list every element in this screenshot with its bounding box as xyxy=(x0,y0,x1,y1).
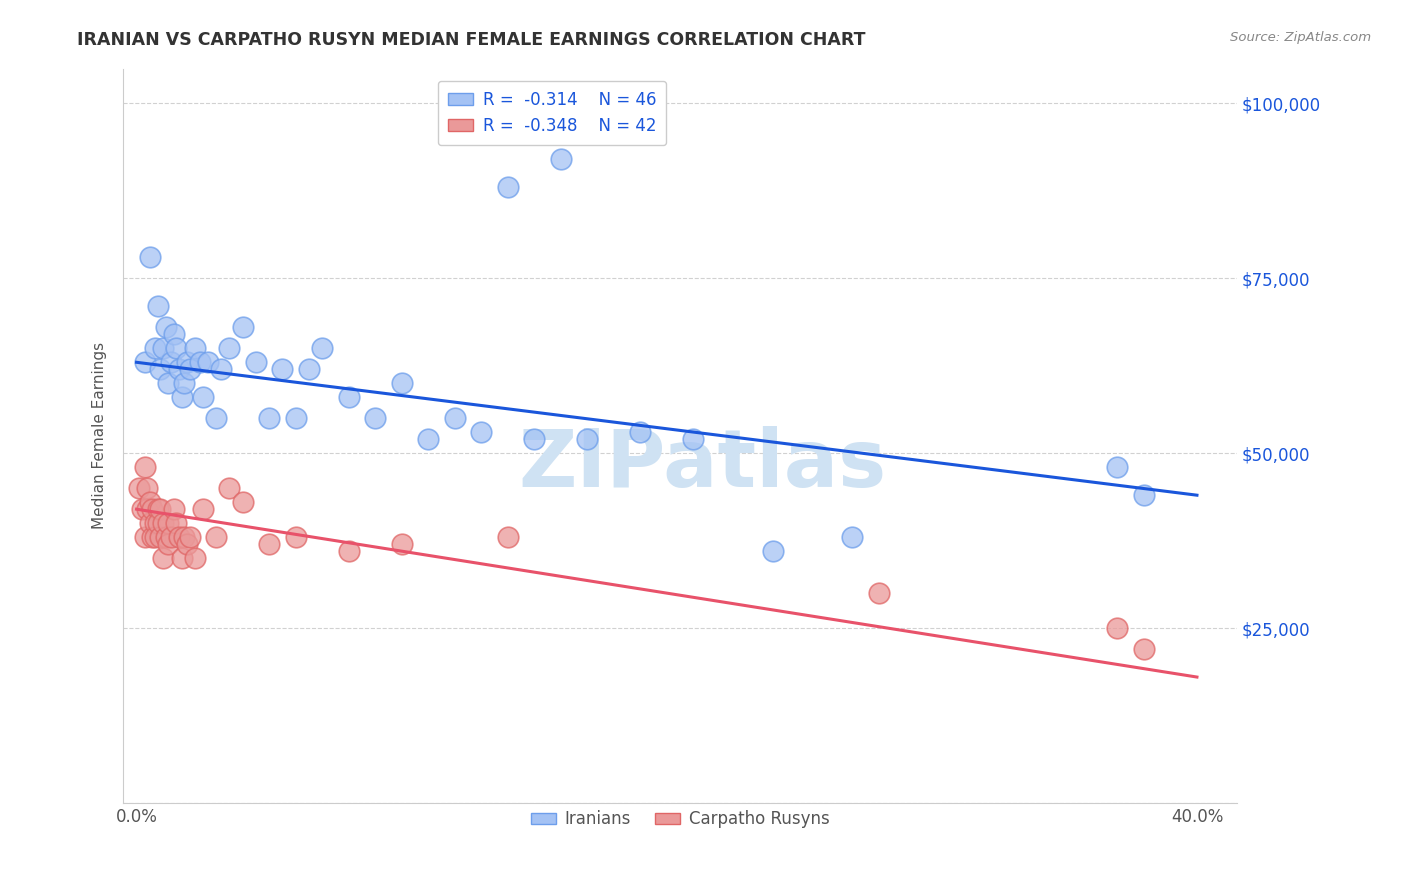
Point xyxy=(218,341,240,355)
Point xyxy=(1107,460,1129,475)
Point xyxy=(682,432,704,446)
Point xyxy=(364,411,387,425)
Point xyxy=(209,362,232,376)
Point xyxy=(170,390,193,404)
Point xyxy=(173,376,195,391)
Point xyxy=(176,537,198,551)
Point xyxy=(163,502,186,516)
Point xyxy=(146,502,169,516)
Point xyxy=(167,362,190,376)
Point xyxy=(245,355,267,369)
Point xyxy=(496,180,519,194)
Point xyxy=(576,432,599,446)
Point xyxy=(1133,488,1156,502)
Point xyxy=(152,551,174,566)
Point xyxy=(271,362,294,376)
Point xyxy=(197,355,219,369)
Point xyxy=(1107,621,1129,635)
Point xyxy=(152,341,174,355)
Point xyxy=(179,530,201,544)
Point xyxy=(128,481,150,495)
Point xyxy=(173,530,195,544)
Point xyxy=(470,425,492,440)
Point xyxy=(143,341,166,355)
Point xyxy=(232,320,254,334)
Point xyxy=(141,530,163,544)
Point xyxy=(184,341,207,355)
Point xyxy=(136,502,159,516)
Point xyxy=(131,502,153,516)
Point xyxy=(179,362,201,376)
Point xyxy=(170,551,193,566)
Point xyxy=(160,530,183,544)
Point xyxy=(139,251,162,265)
Point xyxy=(550,153,572,167)
Y-axis label: Median Female Earnings: Median Female Earnings xyxy=(93,343,107,529)
Point xyxy=(157,516,180,531)
Point xyxy=(152,516,174,531)
Point xyxy=(391,537,413,551)
Point xyxy=(418,432,440,446)
Point xyxy=(191,502,214,516)
Point xyxy=(149,502,172,516)
Point xyxy=(160,355,183,369)
Point xyxy=(496,530,519,544)
Point xyxy=(146,516,169,531)
Point xyxy=(841,530,863,544)
Point xyxy=(337,390,360,404)
Point xyxy=(157,376,180,391)
Point xyxy=(311,341,333,355)
Point xyxy=(134,355,156,369)
Point xyxy=(155,530,177,544)
Point xyxy=(284,530,307,544)
Point xyxy=(868,586,890,600)
Text: IRANIAN VS CARPATHO RUSYN MEDIAN FEMALE EARNINGS CORRELATION CHART: IRANIAN VS CARPATHO RUSYN MEDIAN FEMALE … xyxy=(77,31,866,49)
Point xyxy=(139,495,162,509)
Legend: Iranians, Carpatho Rusyns: Iranians, Carpatho Rusyns xyxy=(524,804,837,835)
Point xyxy=(191,390,214,404)
Point xyxy=(257,537,280,551)
Point xyxy=(184,551,207,566)
Point xyxy=(523,432,546,446)
Point xyxy=(155,320,177,334)
Point xyxy=(205,530,228,544)
Point xyxy=(165,341,187,355)
Point xyxy=(762,544,785,558)
Point xyxy=(628,425,651,440)
Point xyxy=(337,544,360,558)
Point xyxy=(298,362,321,376)
Point xyxy=(143,530,166,544)
Text: Source: ZipAtlas.com: Source: ZipAtlas.com xyxy=(1230,31,1371,45)
Point xyxy=(134,530,156,544)
Text: ZIPatlas: ZIPatlas xyxy=(519,426,886,504)
Point xyxy=(391,376,413,391)
Point xyxy=(176,355,198,369)
Point xyxy=(1133,642,1156,657)
Point xyxy=(205,411,228,425)
Point xyxy=(188,355,211,369)
Point xyxy=(157,537,180,551)
Point xyxy=(167,530,190,544)
Point xyxy=(218,481,240,495)
Point xyxy=(134,460,156,475)
Point xyxy=(257,411,280,425)
Point xyxy=(139,516,162,531)
Point xyxy=(141,502,163,516)
Point xyxy=(165,516,187,531)
Point xyxy=(149,362,172,376)
Point xyxy=(146,299,169,313)
Point xyxy=(163,327,186,342)
Point xyxy=(136,481,159,495)
Point xyxy=(232,495,254,509)
Point xyxy=(143,516,166,531)
Point xyxy=(284,411,307,425)
Point xyxy=(149,530,172,544)
Point xyxy=(443,411,465,425)
